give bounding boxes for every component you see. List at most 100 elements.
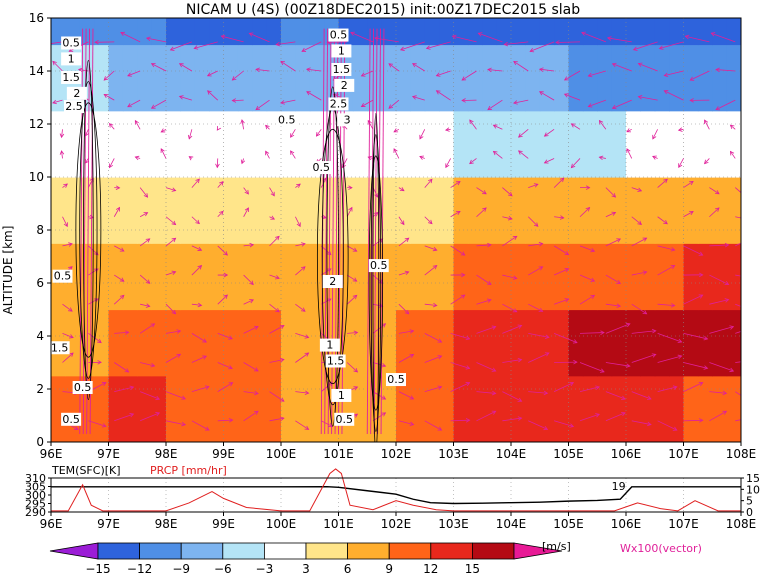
wind-vector [657,355,682,363]
wind-cell [223,18,239,46]
wind-vector-head [722,410,728,415]
main-panel: 0.511.522.50.511.522.530.50.50.5211.510.… [1,11,756,461]
wind-cell [94,110,110,178]
wind-vector-head [492,124,498,129]
wind-vector [588,99,607,107]
wind-cell [180,243,196,311]
wind-vector-head [455,181,461,186]
wind-vector-head [590,294,596,299]
wind-vector [638,96,658,101]
ts-x-tick-label: 99E [212,517,235,531]
wind-vector [151,63,167,72]
wind-cell [352,375,368,442]
wind-vector-head [400,220,405,226]
wind-vector-head [598,155,604,161]
wind-vector-head [300,266,306,271]
wind-vector-head [724,242,730,248]
wind-vector [165,187,176,192]
wind-vector-head [703,335,709,341]
wind-cell [108,44,124,112]
wind-cell [79,110,95,178]
x-tick-label: 97E [97,447,120,461]
wind-vector-head [69,352,74,357]
wind-vector-head [621,395,626,400]
wind-vectors [51,28,741,435]
wind-vector-head [204,426,210,431]
wind-vector-head [207,90,212,95]
wind-vector-head [94,39,99,45]
wind-cell [467,18,483,46]
wind-vector [88,178,94,188]
wind-vector-head [399,46,405,51]
wind-vector-head [637,62,643,67]
wind-vector-head [275,275,280,280]
wind-vector-head [409,329,415,334]
wind-cell [511,110,526,178]
contour-label: 0.5 [313,161,331,174]
wind-vector [657,386,677,393]
wind-vector-head [193,45,199,50]
wind-vector-head [533,183,539,188]
wind-cell [266,177,282,244]
wind-vector [735,274,741,277]
wind-vector-head [134,119,139,125]
wind-cell [237,18,253,46]
contour-label-bg [331,44,352,58]
wind-cell [381,309,397,377]
wind-cell [352,243,368,311]
wind-vector [346,245,357,252]
wind-vector-head [304,390,310,396]
wind-vector-head [306,91,311,96]
wind-vector-head [197,265,203,270]
y-tick-label: 12 [29,117,44,131]
wind-vector-head [63,222,68,228]
wind-vector-head [563,76,569,81]
contour-label-bg [311,161,332,175]
wind-vector-head [651,353,657,358]
wind-cell [352,177,368,244]
wind-vector [135,156,141,159]
wind-vector-head [381,323,387,328]
wind-cell [381,44,397,112]
wind-vector [424,216,433,224]
wind-vector [553,268,569,276]
wind-cell [697,110,713,178]
wind-cell [582,309,598,377]
wind-vector-head [171,270,177,275]
wind-cell [281,309,296,377]
wind-vector [502,216,513,220]
wind-vector [450,419,470,422]
wind-vector-head [265,150,270,156]
wind-vector-head [409,395,415,400]
wind-cell [281,44,296,112]
x-tick-label: 98E [155,447,178,461]
wind-vector [579,245,595,252]
tem-label: TEM(SFC)[K] [51,464,121,477]
wind-vector-head [491,325,497,330]
wind-cell [166,309,181,377]
wind-vector [424,178,433,188]
wind-vector-head [461,98,466,103]
wind-cell [697,177,713,244]
wind-vector [553,382,574,393]
wind-cell [151,309,167,377]
wind-vector-head [228,335,233,340]
wind-vector-head [290,150,295,155]
wind-cell [65,177,81,244]
wind-vector-head [171,187,177,192]
wind-vector [398,303,409,315]
wind-cell [568,18,584,46]
contour-lines [75,59,384,442]
contour-line [79,81,98,379]
wind-vector-head [145,36,151,41]
wind-vector [553,332,578,344]
wind-vector-head [543,425,549,431]
wind-cell [65,110,81,178]
wind-vector-head [642,237,648,242]
wind-vector-head [129,385,135,391]
wind-vector [664,90,684,101]
wind-vector-head [460,294,466,299]
wind-cell [467,44,483,112]
wind-vector-head [445,127,450,132]
wind-vector [295,243,306,247]
